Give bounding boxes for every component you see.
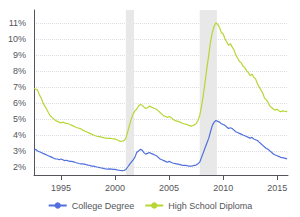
svg-text:2010: 2010: [213, 183, 233, 193]
svg-text:College Degree: College Degree: [72, 201, 135, 211]
svg-text:8%: 8%: [13, 66, 26, 76]
svg-text:6%: 6%: [13, 98, 26, 108]
svg-text:10%: 10%: [8, 34, 26, 44]
svg-text:High School Diploma: High School Diploma: [168, 201, 252, 211]
svg-text:2%: 2%: [13, 162, 26, 172]
svg-text:3%: 3%: [13, 146, 26, 156]
svg-text:5%: 5%: [13, 114, 26, 124]
svg-text:2000: 2000: [105, 183, 125, 193]
svg-text:1995: 1995: [51, 183, 71, 193]
svg-text:2005: 2005: [159, 183, 179, 193]
svg-text:2015: 2015: [267, 183, 287, 193]
svg-text:7%: 7%: [13, 82, 26, 92]
svg-text:9%: 9%: [13, 50, 26, 60]
svg-text:4%: 4%: [13, 130, 26, 140]
svg-text:11%: 11%: [9, 18, 26, 28]
